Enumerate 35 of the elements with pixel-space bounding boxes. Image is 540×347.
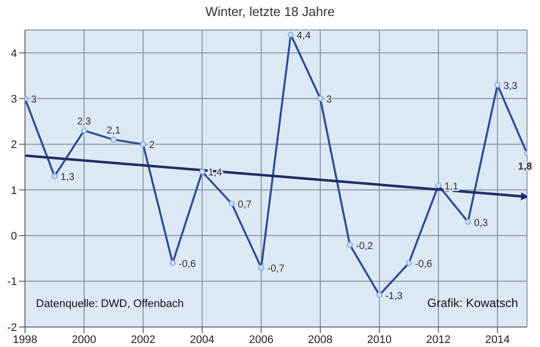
y-tick-label: 4 — [10, 48, 17, 60]
annotation: Datenquelle: DWD, Offenbach — [36, 298, 184, 310]
data-label: -0,6 — [414, 259, 433, 270]
y-tick-label: -1 — [7, 276, 17, 288]
x-tick-label: 2002 — [130, 334, 156, 346]
data-label: 3 — [326, 94, 332, 106]
y-tick-label: -2 — [7, 322, 17, 334]
chart-title: Winter, letzte 18 Jahre — [204, 4, 336, 19]
data-label: -0,6 — [178, 259, 196, 270]
data-label: 2 — [149, 140, 156, 152]
data-label: 3 — [31, 94, 37, 106]
data-label: 4,4 — [296, 30, 312, 42]
data-label: 0,3 — [474, 218, 488, 229]
x-tick-label: 2000 — [72, 334, 96, 346]
data-label: 2,1 — [106, 126, 121, 137]
x-tick-label: 2006 — [248, 334, 274, 346]
y-tick-label: 3 — [10, 93, 17, 106]
x-tick-label: 2004 — [190, 334, 214, 346]
data-label: -1,3 — [385, 291, 404, 302]
x-tick-label: 2010 — [367, 334, 392, 346]
data-label: 0,7 — [238, 200, 252, 211]
data-label: -0,2 — [356, 240, 374, 252]
x-tick-label: 2012 — [426, 334, 451, 346]
data-label: 1,3 — [60, 172, 75, 184]
data-label: 1,8 — [518, 161, 532, 172]
x-tick-label: 2008 — [308, 334, 333, 346]
data-label: 2,3 — [77, 116, 92, 128]
data-label: -0,7 — [267, 264, 285, 275]
x-tick-label: 1998 — [12, 334, 38, 346]
x-tick-label: 2014 — [485, 334, 510, 346]
y-tick-label: 0 — [10, 230, 17, 243]
y-tick-label: 1 — [10, 184, 17, 197]
data-label: 3,3 — [503, 80, 518, 92]
y-tick-label: 2 — [10, 139, 17, 152]
annotation: Grafik: Kowatsch — [427, 296, 518, 310]
